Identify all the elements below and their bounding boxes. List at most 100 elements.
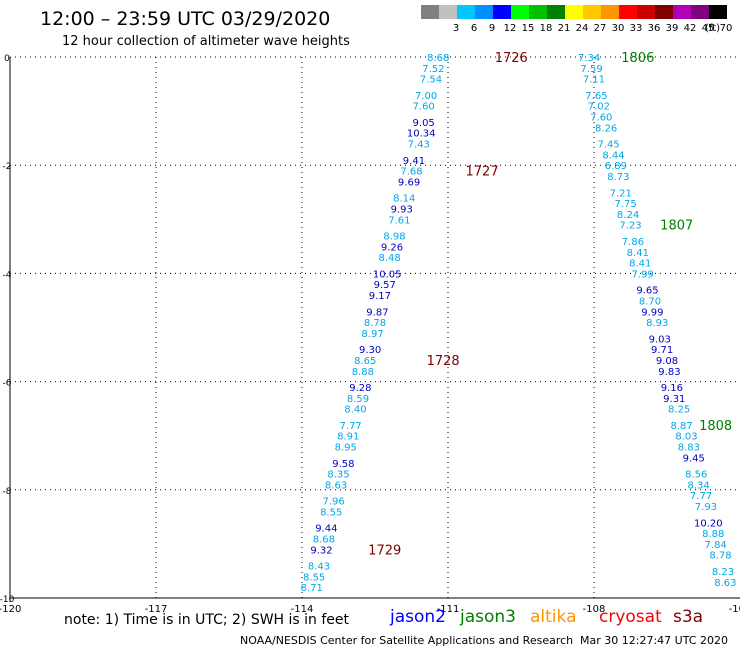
- wave-height-label: 9.05: [413, 118, 435, 129]
- wave-height-label: 8.23: [712, 567, 734, 578]
- scale-label: 30: [611, 23, 625, 34]
- wave-height-label: 9.08: [656, 356, 678, 367]
- wave-height-label: 8.83: [678, 443, 700, 454]
- wave-height-label: 8.98: [383, 232, 405, 243]
- wave-height-label: 8.24: [617, 210, 639, 221]
- map-subtitle: 12 hour collection of altimeter wave hei…: [62, 34, 350, 49]
- wave-height-label: 7.75: [615, 199, 637, 210]
- wave-height-label: 9.31: [663, 394, 685, 405]
- pass-time-label: 1728: [427, 354, 460, 369]
- wave-height-label: 7.54: [420, 75, 442, 86]
- wave-height-label: 9.03: [649, 334, 671, 345]
- wave-height-label: 8.55: [303, 572, 325, 583]
- scale-label: 24: [575, 23, 589, 34]
- generated-timestamp: Mar 30 12:27:47 UTC 2020: [580, 634, 728, 647]
- wave-height-label: 8.91: [337, 432, 359, 443]
- wave-height-label: 10.05: [373, 269, 402, 280]
- wave-height-label: 9.58: [332, 459, 354, 470]
- wave-height-label: 9.93: [391, 204, 413, 215]
- x-tick-label: -105: [729, 604, 740, 615]
- wave-height-label: 10.34: [407, 129, 436, 140]
- wave-height-label: 8.25: [668, 405, 690, 416]
- wave-height-label: 7.84: [705, 540, 727, 551]
- wave-height-label: 7.23: [619, 221, 641, 232]
- wave-height-label: 8.35: [327, 470, 349, 481]
- pass-time-label: 1807: [660, 219, 693, 234]
- mission-s3a: s3a: [673, 607, 704, 627]
- x-tick-label: -114: [291, 604, 314, 615]
- scale-swatch: [637, 5, 655, 19]
- wave-height-label: 8.03: [675, 432, 697, 443]
- wave-height-label: 8.41: [627, 248, 649, 259]
- scale-label: 39: [665, 23, 679, 34]
- wave-height-label: 8.56: [685, 470, 707, 481]
- wave-height-label: 8.88: [702, 529, 724, 540]
- pass-time-label: 1726: [495, 51, 528, 66]
- mission-cryosat: cryosat: [599, 607, 662, 627]
- credit-line: NOAA/NESDIS Center for Satellite Applica…: [240, 634, 574, 647]
- wave-height-label: 8.59: [347, 394, 369, 405]
- wave-height-label: 7.60: [590, 113, 612, 124]
- wave-height-label: 8.63: [325, 480, 347, 491]
- scale-swatch: [493, 5, 511, 19]
- scale-swatch: [673, 5, 691, 19]
- x-tick-label: -117: [145, 604, 168, 615]
- wave-height-label: 8.41: [629, 259, 651, 270]
- scale-label: 36: [647, 23, 661, 34]
- y-tick-label: 0: [4, 54, 10, 64]
- wave-height-label: 9.16: [661, 383, 683, 394]
- scale-label: 12: [503, 23, 517, 34]
- y-tick-label: -2: [3, 162, 12, 172]
- pass-time-label: 1806: [621, 51, 654, 66]
- scale-label: 70: [719, 23, 733, 34]
- x-tick-label: -120: [0, 604, 21, 615]
- y-tick-label: -8: [3, 487, 12, 497]
- wave-height-label: 7.21: [610, 188, 632, 199]
- scale-swatch: [583, 5, 601, 19]
- wave-height-label: 9.17: [369, 291, 391, 302]
- wave-height-label: 8.40: [344, 405, 366, 416]
- wave-height-label: 7.86: [622, 237, 644, 248]
- scale-label: 3: [452, 23, 460, 34]
- scale-label: 9: [488, 23, 496, 34]
- mission-altika: altika: [530, 607, 577, 627]
- y-tick-label: -4: [3, 270, 12, 280]
- scale-swatch: [475, 5, 493, 19]
- scale-swatch: [619, 5, 637, 19]
- wave-height-label: 8.70: [639, 296, 661, 307]
- scale-swatch: [691, 5, 709, 19]
- wave-height-label: 7.11: [583, 75, 605, 86]
- wave-height-label: 8.78: [364, 318, 386, 329]
- scale-swatch: [565, 5, 583, 19]
- wave-height-label: 7.34: [578, 53, 600, 64]
- wave-height-label: 9.99: [641, 307, 663, 318]
- scale-swatch: [511, 5, 529, 19]
- wave-height-label: 7.77: [340, 421, 362, 432]
- mission-jason3: jason3: [460, 607, 516, 627]
- wave-height-label: 9.45: [683, 453, 705, 464]
- wave-height-label: 8.97: [361, 329, 383, 340]
- scale-swatch: [439, 5, 457, 19]
- wave-height-label: 9.65: [636, 286, 658, 297]
- wave-height-label: 9.41: [403, 156, 425, 167]
- wave-height-label: 7.00: [415, 91, 437, 102]
- wave-height-label: 7.96: [323, 497, 345, 508]
- scale-label: 33: [629, 23, 643, 34]
- wave-height-label: 7.77: [690, 491, 712, 502]
- y-tick-label: -10: [0, 595, 15, 605]
- scale-label: 21: [557, 23, 571, 34]
- scale-swatch: [547, 5, 565, 19]
- wave-height-label: 8.78: [709, 551, 731, 562]
- wave-height-label: 7.65: [585, 91, 607, 102]
- wave-height-label: 8.26: [595, 123, 617, 134]
- wave-height-label: 9.26: [381, 242, 403, 253]
- wave-height-label: 7.68: [400, 167, 422, 178]
- scale-swatch: [601, 5, 619, 19]
- scale-swatch: [709, 5, 727, 19]
- wave-height-label: 7.02: [588, 102, 610, 113]
- scale-label: 6: [470, 23, 478, 34]
- wave-height-label: 7.45: [597, 140, 619, 151]
- wave-height-label: 8.93: [646, 318, 668, 329]
- wave-height-label: 7.59: [580, 64, 602, 75]
